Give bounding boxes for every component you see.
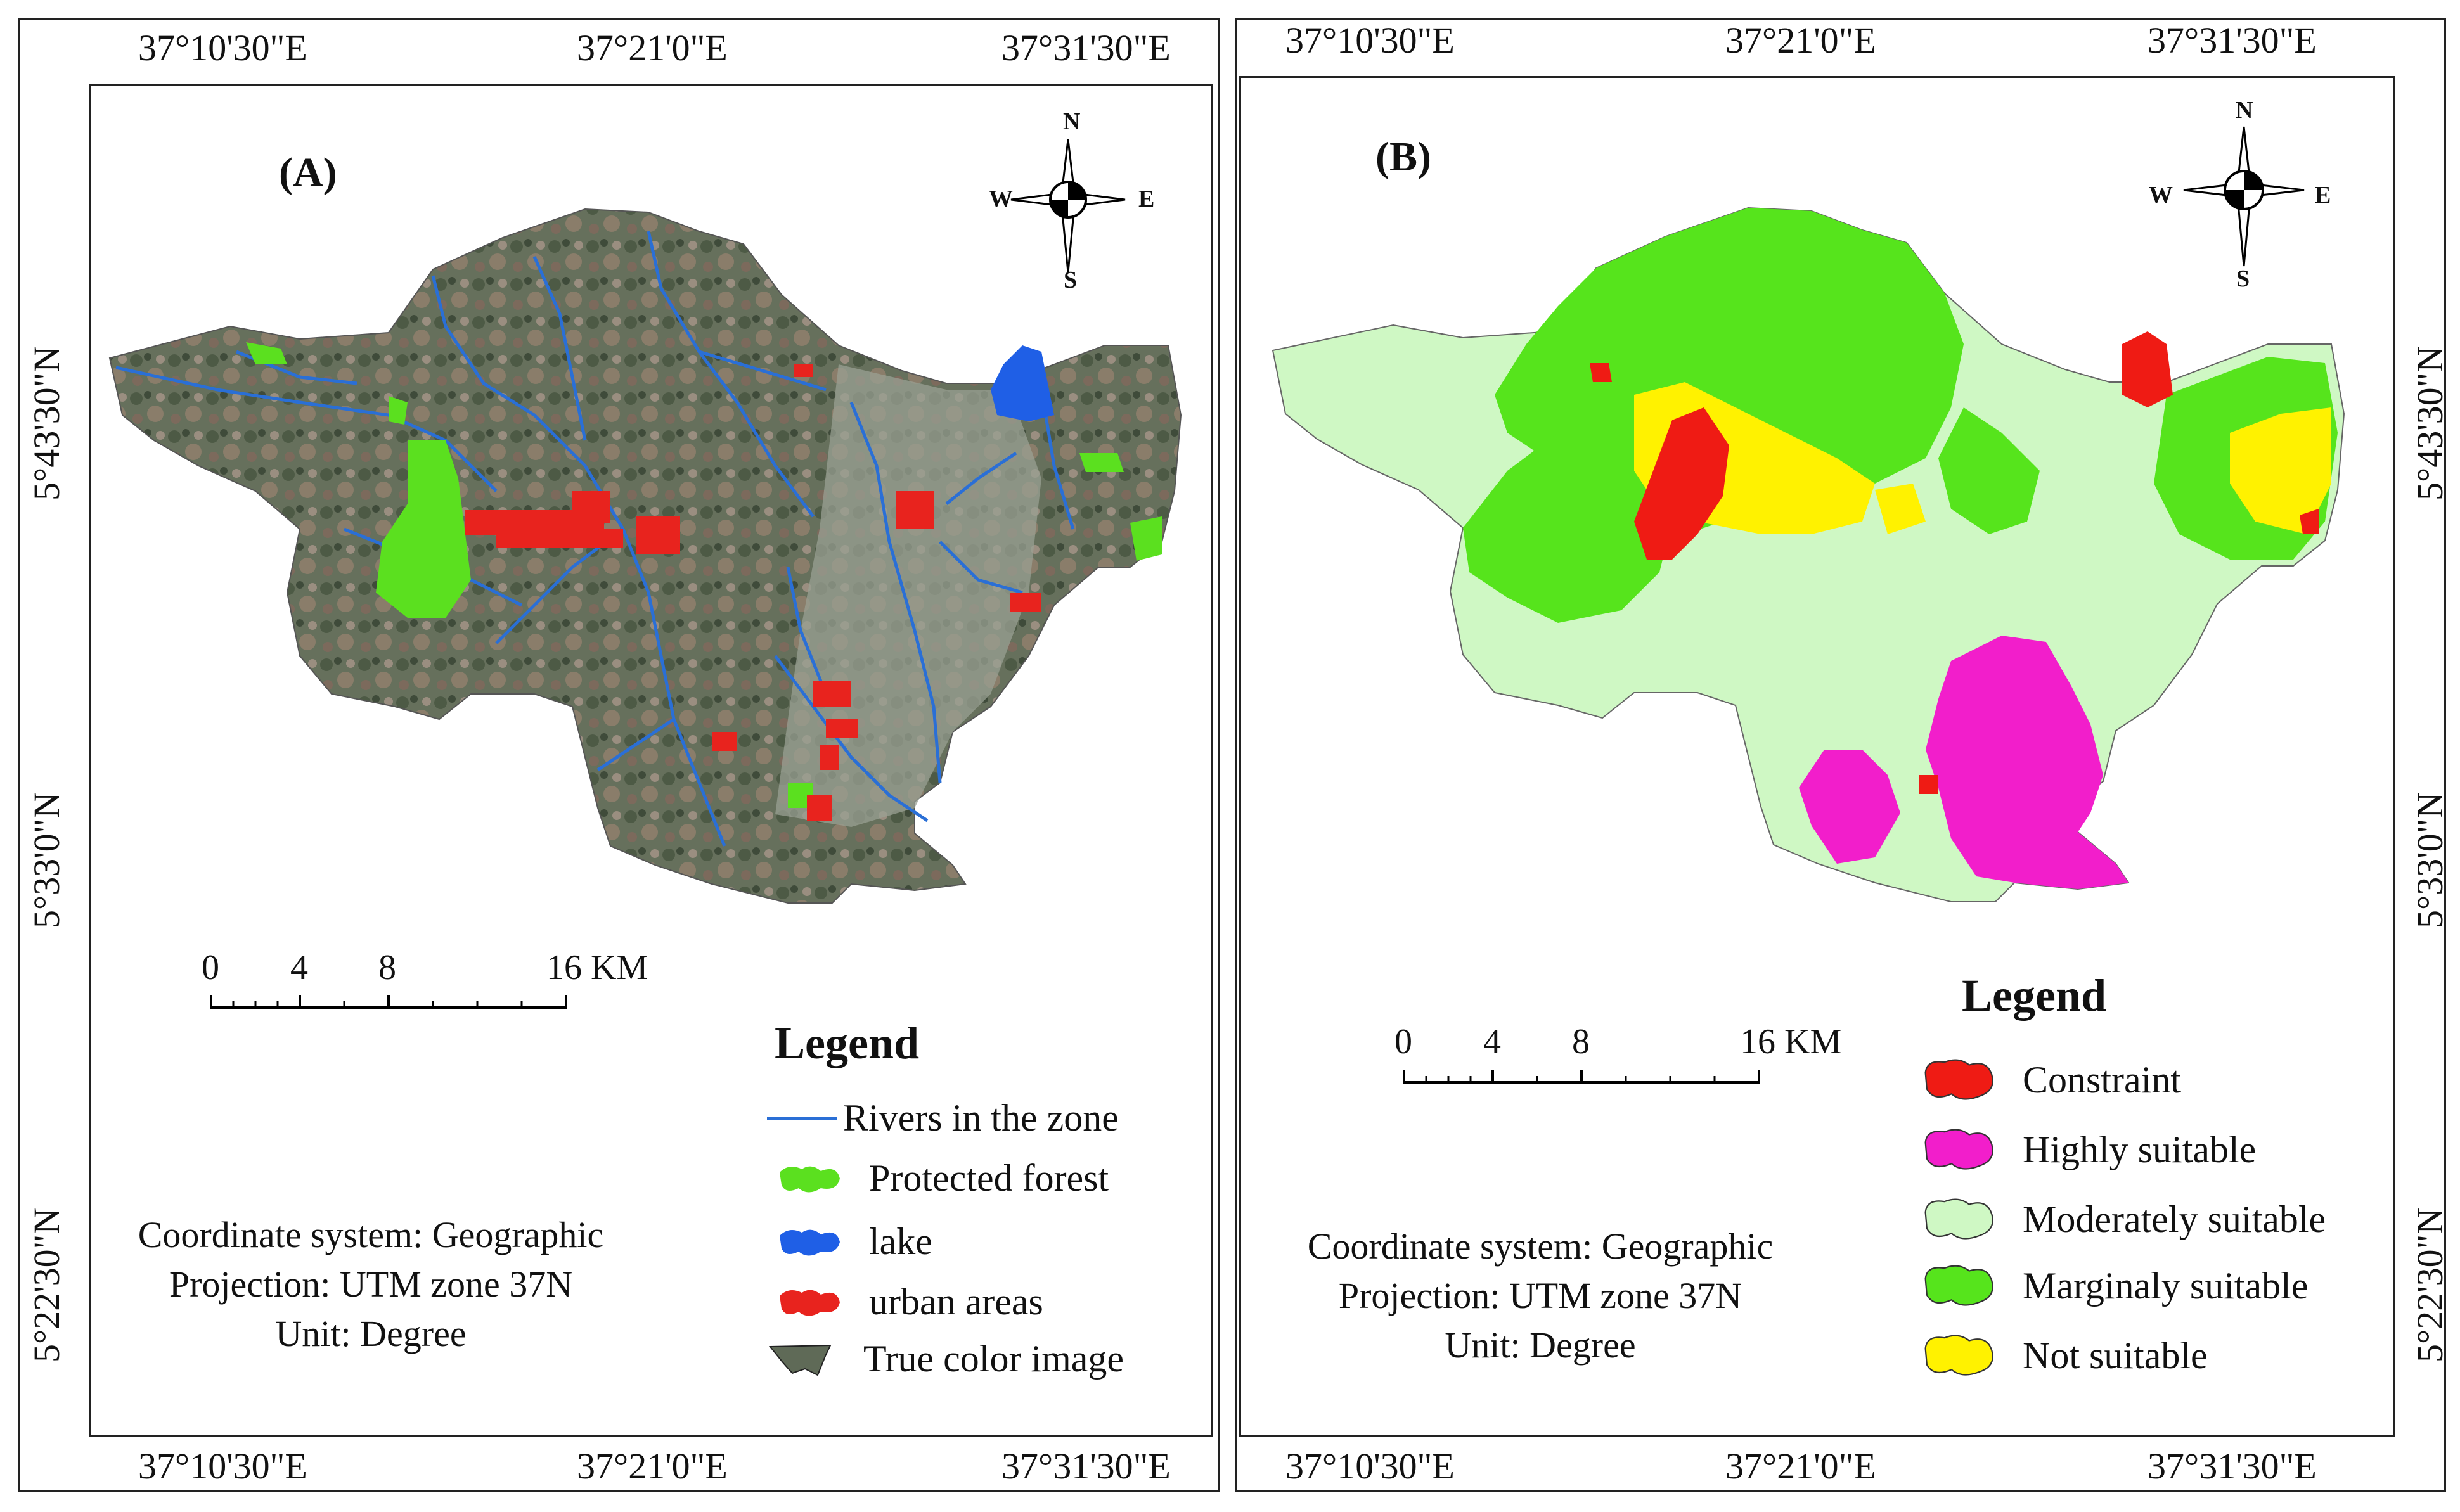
panel-a-legend-true-color: True color image	[767, 1337, 1124, 1381]
panel-b-legend-constraint: Constraint	[1917, 1055, 2181, 1105]
panel-b-legend-title: Legend	[1962, 970, 2107, 1021]
panel-a-legend-protected-forest: Protected forest	[776, 1156, 1109, 1200]
panel-b-right-tick-2: 5°33'0"N	[2409, 791, 2450, 928]
legend-label: Moderately suitable	[2023, 1198, 2326, 1240]
urban-areas	[465, 364, 1041, 821]
constraint-swatch-icon	[1924, 1059, 1993, 1100]
panel-b-label: (B)	[1375, 134, 1431, 180]
panel-a-map-canvas	[108, 208, 1182, 904]
panel-b-compass-rose-icon	[2161, 108, 2326, 285]
panel-a-compass-s: S	[1064, 267, 1078, 293]
urban-swatch-icon	[780, 1290, 840, 1316]
moderately-suitable-swatch-icon	[1924, 1198, 1993, 1240]
panel-a-compass-e: E	[1138, 186, 1155, 212]
protected-forest-swatch-icon	[780, 1166, 840, 1192]
panel-b-map	[1239, 76, 2395, 1437]
protected-forest-areas	[246, 342, 1162, 808]
panel-b-right-tick-3: 5°22'30"N	[2409, 1207, 2450, 1362]
panel-b-map-canvas	[1272, 207, 2345, 902]
panel-a-bottom-tick-1: 37°10'30"E	[138, 1445, 307, 1487]
panel-a-left-tick-2: 5°33'0"N	[26, 791, 67, 928]
true-color-swatch-icon	[768, 1344, 832, 1376]
projection-text: Projection: UTM zone 37N	[1338, 1275, 1742, 1316]
not-suitable-swatch-icon	[1924, 1335, 1993, 1376]
legend-label: Marginaly suitable	[2023, 1264, 2309, 1307]
panel-b-bottom-tick-3: 37°31'30"E	[2148, 1445, 2317, 1487]
panel-b-right-tick-1: 5°43'30"N	[2409, 345, 2450, 501]
panel-a-scale-label-8: 8	[378, 948, 396, 987]
marginaly-suitable-areas	[1463, 208, 2338, 623]
panel-a-left-tick-3: 5°22'30"N	[26, 1207, 67, 1362]
panel-a-scale-label-0: 0	[202, 948, 219, 987]
unit-text: Unit: Degree	[275, 1313, 467, 1354]
panel-a-top-tick-1: 37°10'30"E	[138, 27, 307, 68]
legend-label: Protected forest	[869, 1157, 1109, 1199]
panel-a-compass-n: N	[1063, 108, 1081, 135]
panel-a-top-tick-3: 37°31'30"E	[1001, 27, 1171, 68]
panel-b-scale-label-8: 8	[1572, 1022, 1590, 1061]
panel-b-compass-e: E	[2315, 182, 2331, 208]
panel-b-legend-highly-suitable: Highly suitable	[1917, 1125, 2256, 1174]
legend-label: urban areas	[869, 1281, 1043, 1323]
legend-label: Constraint	[2023, 1058, 2181, 1101]
highly-suitable-swatch-icon	[1924, 1129, 1993, 1170]
panel-b-top-tick-1: 37°10'30"E	[1285, 20, 1455, 61]
legend-label: Rivers in the zone	[843, 1097, 1119, 1139]
highly-suitable-areas	[1799, 636, 2128, 889]
panel-a-legend-title: Legend	[775, 1018, 920, 1068]
panel-a-bottom-tick-3: 37°31'30"E	[1001, 1445, 1171, 1487]
marginaly-suitable-swatch-icon	[1924, 1265, 1993, 1306]
panel-b-bottom-tick-2: 37°21'0"E	[1725, 1445, 1876, 1487]
legend-label: lake	[869, 1220, 932, 1262]
unit-text: Unit: Degree	[1445, 1324, 1636, 1366]
panel-a-map	[89, 84, 1213, 1437]
panel-a-compass-rose-icon	[989, 120, 1147, 292]
panel-a-legend-rivers: Rivers in the zone	[767, 1096, 1119, 1140]
panel-b-compass-s: S	[2236, 266, 2250, 292]
panel-b-legend-moderately-suitable: Moderately suitable	[1917, 1195, 2326, 1244]
panel-b-compass-w: W	[2149, 182, 2173, 208]
panel-b-scale-label-16: 16 KM	[1740, 1022, 1842, 1061]
coordinate-system-text: Coordinate system: Geographic	[1307, 1226, 1774, 1267]
constraint-areas	[1590, 331, 2319, 794]
panel-a-scale-label-4: 4	[290, 948, 308, 987]
panel-a-legend-lake: lake	[776, 1220, 932, 1264]
panel-a-coordinate-info: Coordinate system: Geographic Projection…	[95, 1210, 647, 1359]
river-line-icon	[767, 1117, 837, 1120]
panel-b-bottom-tick-1: 37°10'30"E	[1285, 1445, 1455, 1487]
panel-a-scale-bar	[209, 995, 570, 1020]
panel-a-top-tick-2: 37°21'0"E	[577, 27, 728, 68]
lake-swatch-icon	[780, 1229, 840, 1255]
legend-label: True color image	[863, 1338, 1124, 1380]
panel-a-legend-urban: urban areas	[776, 1280, 1043, 1324]
panel-b-top-tick-2: 37°21'0"E	[1725, 20, 1876, 61]
panel-b-scale-label-4: 4	[1483, 1022, 1501, 1061]
panel-a-scale-label-16: 16 KM	[546, 948, 648, 987]
legend-label: Highly suitable	[2023, 1128, 2257, 1170]
panel-b-coordinate-info: Coordinate system: Geographic Projection…	[1258, 1222, 1822, 1370]
projection-text: Projection: UTM zone 37N	[169, 1264, 573, 1305]
panel-a-bottom-tick-2: 37°21'0"E	[577, 1445, 728, 1487]
panel-a-left-tick-1: 5°43'30"N	[26, 345, 67, 501]
panel-a-compass-w: W	[989, 186, 1013, 212]
coordinate-system-text: Coordinate system: Geographic	[138, 1214, 604, 1255]
panel-b-top-tick-3: 37°31'30"E	[2148, 20, 2317, 61]
lake-area	[991, 345, 1054, 421]
panel-b-scale-bar	[1402, 1070, 1763, 1095]
panel-b-scale-label-0: 0	[1394, 1022, 1412, 1061]
panel-a-label: (A)	[279, 150, 337, 196]
panel-b-legend-not-suitable: Not suitable	[1917, 1331, 2208, 1380]
legend-label: Not suitable	[2023, 1334, 2208, 1376]
panel-b-legend-marginaly-suitable: Marginaly suitable	[1917, 1261, 2308, 1310]
panel-b-compass-n: N	[2236, 97, 2253, 124]
